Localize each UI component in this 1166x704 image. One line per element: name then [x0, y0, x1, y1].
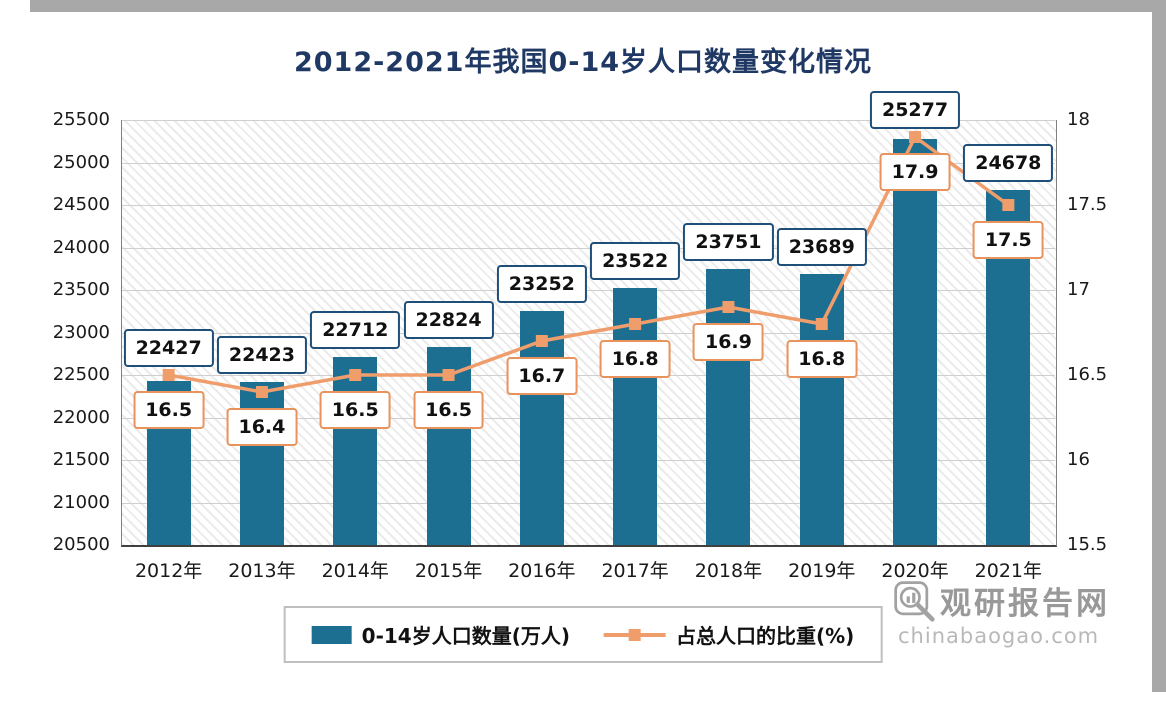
line-value-label: 17.5: [972, 221, 1044, 259]
x-axis-label: 2018年: [694, 560, 763, 582]
gridline: [122, 417, 1055, 419]
line-value-label: 16.5: [413, 391, 484, 429]
y-axis-tick-left: 20500: [52, 534, 110, 555]
chart-title: 2012-2021年我国0-14岁人口数量变化情况: [293, 47, 873, 78]
bar-series-swatch: [311, 625, 352, 644]
legend-item-bar-series: 0-14岁人口数量(万人): [311, 620, 571, 649]
line-value-label: 16.5: [319, 391, 391, 429]
y-axis-tick-right: 16.5: [1067, 364, 1108, 385]
line-marker-icon: [162, 369, 175, 381]
y-axis-tick-left: 25500: [52, 109, 110, 130]
x-axis-label: 2017年: [601, 560, 669, 582]
line-series: [162, 131, 1015, 398]
gridline: [122, 205, 1055, 206]
y-axis-tick-right: 17: [1067, 279, 1090, 300]
line-marker-icon: [535, 335, 548, 347]
x-axis-label: 2013年: [228, 560, 296, 582]
line-marker-icon: [442, 369, 455, 381]
line-marker-icon: [255, 386, 268, 398]
gridline: [122, 290, 1055, 291]
gridline: [122, 460, 1055, 461]
bar-value-label: 23522: [590, 242, 681, 281]
x-axis-label: 2019年: [788, 560, 856, 582]
watermark: 观研报告网 chinabaogao.com: [892, 578, 1110, 648]
bar-value-label: 22824: [403, 301, 494, 340]
bar-value-label: 23252: [496, 265, 587, 304]
y-axis-tick-right: 16: [1067, 449, 1090, 470]
y-axis-tick-right: 18: [1067, 109, 1090, 130]
bar-value-label: 22427: [123, 329, 214, 367]
y-axis-tick-right: 15.5: [1067, 534, 1108, 555]
line-value-label: 16.8: [786, 340, 858, 378]
bar: [613, 288, 658, 545]
line-marker-icon: [629, 318, 642, 330]
shadow-top: [30, 0, 1166, 12]
bar: [893, 138, 938, 545]
line-value-label: 17.9: [879, 153, 951, 191]
line-marker-icon: [722, 301, 735, 313]
bar-value-label: 22712: [310, 310, 401, 349]
x-axis-label: 2021年: [974, 560, 1043, 582]
x-axis-label: 2015年: [414, 560, 483, 582]
line-series-marker-icon: [629, 628, 642, 641]
line-value-label: 16.8: [599, 340, 671, 378]
magnifier-logo-icon: [894, 580, 935, 622]
line-marker-icon: [815, 318, 828, 330]
x-axis-label: 2012年: [134, 560, 203, 582]
line-marker-icon: [349, 369, 362, 381]
line-marker-icon: [1002, 199, 1015, 211]
line-value-label: 16.5: [133, 391, 205, 429]
bar-value-label: 23751: [683, 222, 774, 261]
line-series-label: 占总人口的比重(%): [676, 624, 855, 648]
bar-value-label: 24678: [963, 143, 1054, 182]
legend-item-line-series: 占总人口的比重(%): [604, 620, 854, 649]
watermark-brand: 观研报告网: [940, 586, 1110, 622]
gridline: [122, 502, 1055, 504]
line-value-label: 16.9: [692, 323, 764, 361]
x-axis-label: 2014年: [321, 560, 389, 582]
line-series-swatch: [604, 628, 667, 642]
gridline: [122, 162, 1055, 164]
bar-value-label: 22423: [216, 335, 307, 374]
y-axis-tick-left: 23000: [52, 321, 110, 343]
x-axis-label: 2016年: [508, 560, 576, 582]
bar: [706, 268, 751, 545]
line-value-label: 16.7: [506, 357, 578, 395]
line-value-label: 16.4: [226, 408, 298, 446]
y-axis-tick-left: 21000: [52, 491, 110, 513]
y-axis-tick-left: 24000: [52, 236, 110, 258]
y-axis-tick-left: 22000: [52, 406, 110, 428]
bar-value-label: 23689: [776, 227, 867, 266]
gridline: [122, 247, 1055, 249]
y-axis-tick-left: 23500: [52, 279, 110, 300]
y-axis-tick-right: 17.5: [1067, 194, 1108, 215]
gridline: [122, 120, 1055, 121]
y-axis-tick-left: 25000: [52, 151, 110, 173]
line-marker-icon: [909, 131, 922, 143]
bar: [333, 356, 378, 545]
watermark-site: chinabaogao.com: [898, 624, 1100, 648]
legend: 0-14岁人口数量(万人) 占总人口的比重(%): [283, 606, 883, 663]
y-axis-tick-left: 22500: [52, 364, 110, 385]
y-axis-tick-left: 21500: [52, 449, 110, 470]
y-axis-tick-left: 24500: [52, 194, 110, 215]
bar-series-label: 0-14岁人口数量(万人): [361, 624, 571, 648]
bar-value-label: 25277: [869, 91, 961, 129]
shadow-right: [1152, 0, 1166, 692]
bar: [519, 311, 564, 545]
x-axis-label: 2020年: [881, 560, 949, 582]
gridline: [122, 375, 1055, 376]
